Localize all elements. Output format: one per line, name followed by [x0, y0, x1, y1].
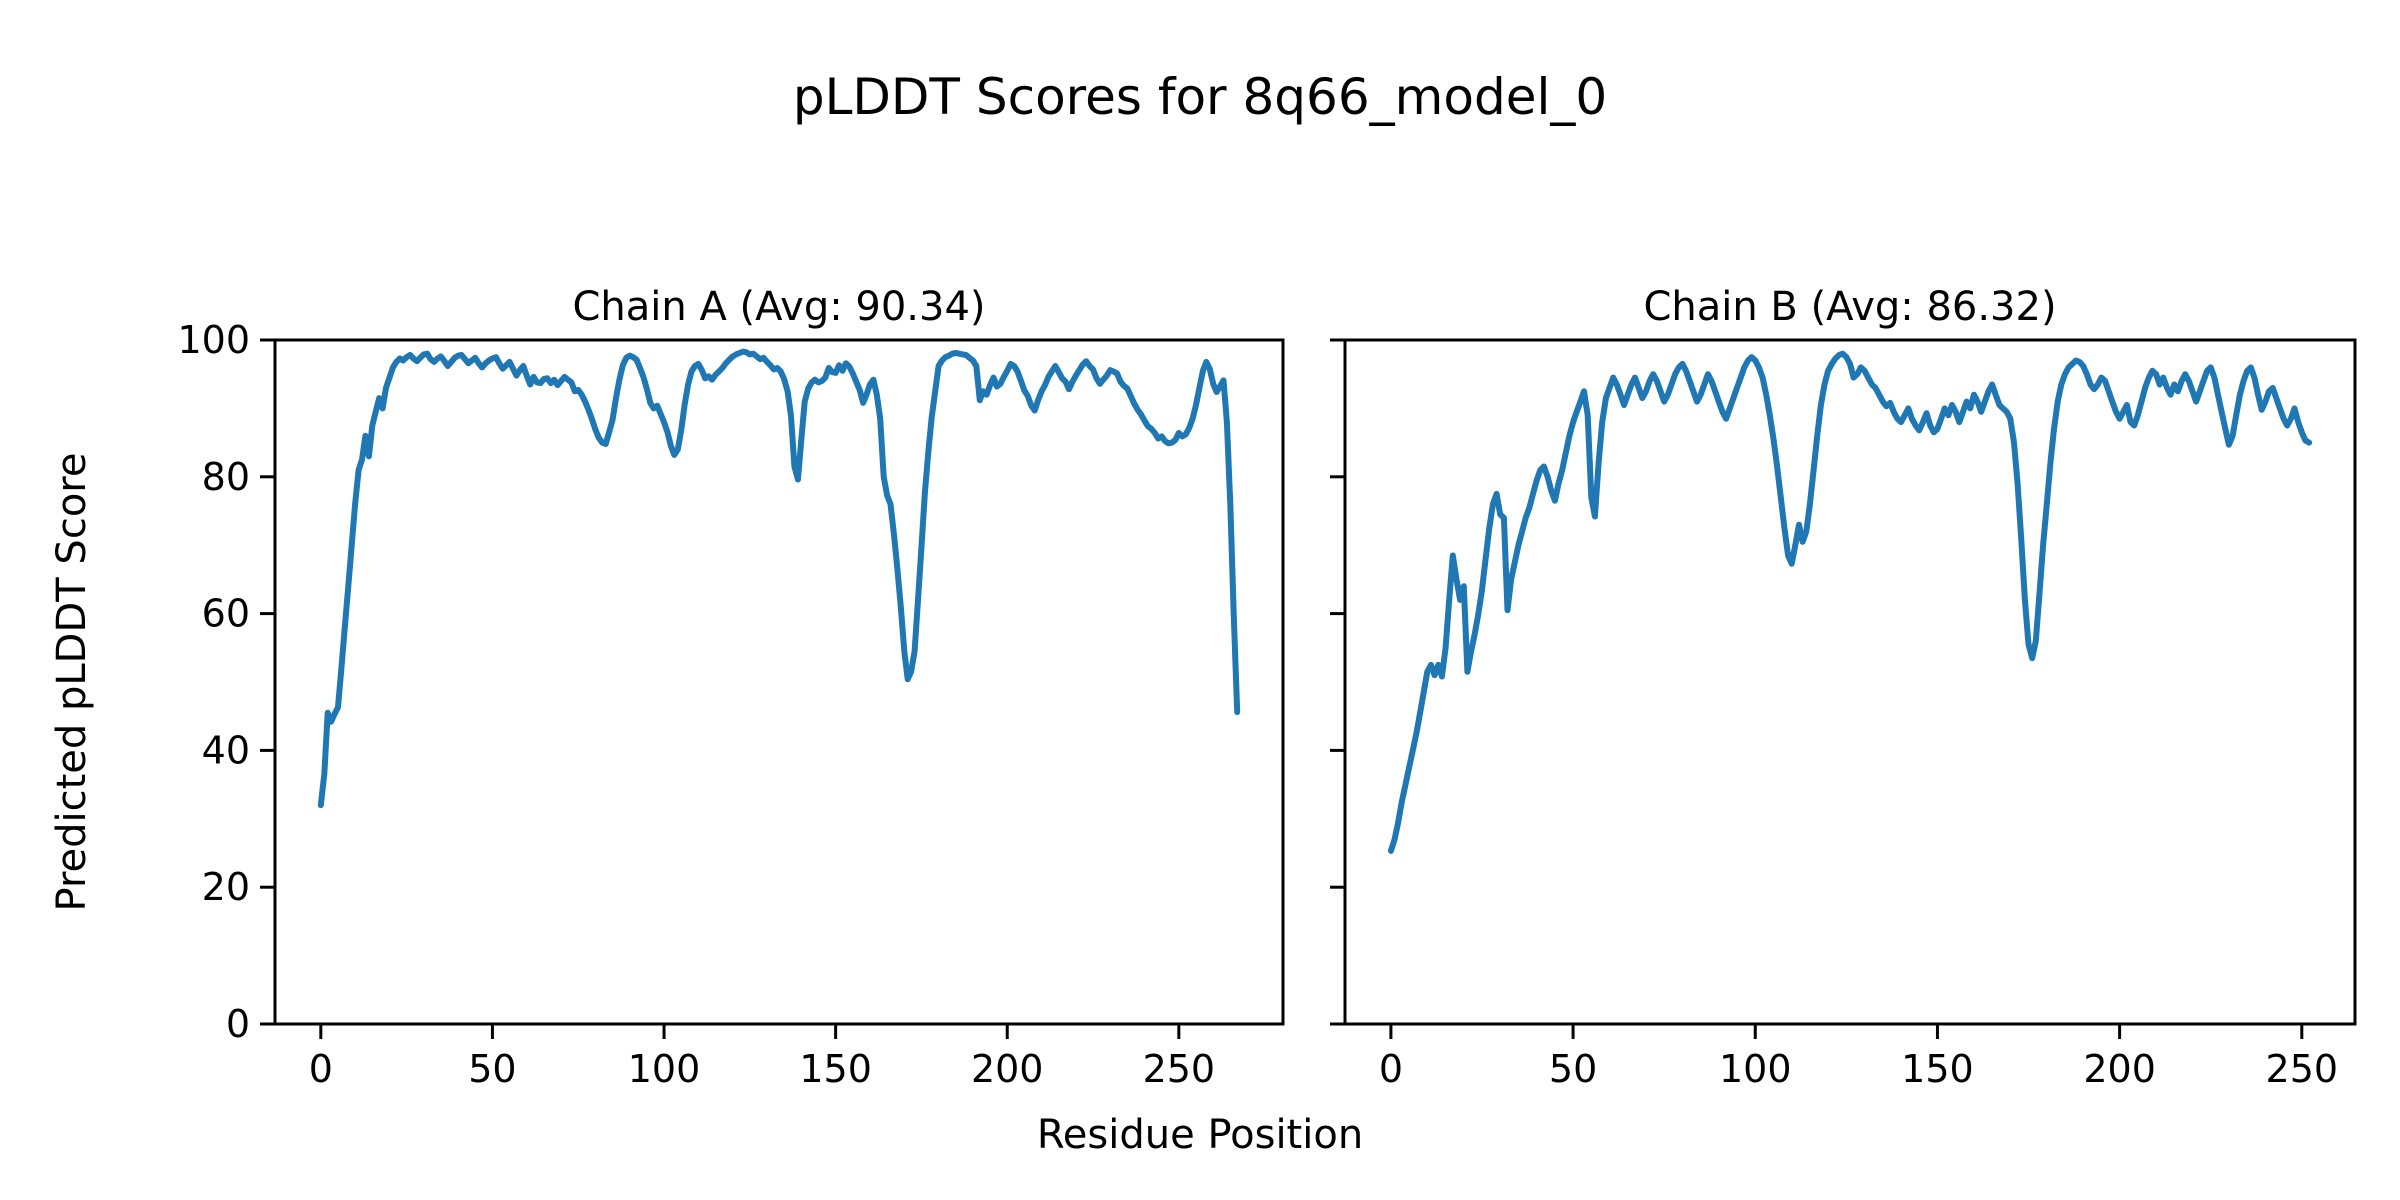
axes-frame — [273, 338, 1285, 1026]
y-tick-label: 80 — [202, 455, 250, 499]
chain-a-subplot-title: Chain A (Avg: 90.34) — [572, 284, 986, 330]
x-tick-label: 150 — [799, 1047, 872, 1091]
x-axis-label: Residue Position — [1036, 1112, 1364, 1158]
y-tick-label: 100 — [177, 318, 250, 362]
x-tick-label: 250 — [1143, 1047, 1216, 1091]
x-tick-label: 100 — [628, 1047, 701, 1091]
x-tick-label: 0 — [309, 1047, 333, 1091]
y-tick-label: 60 — [202, 592, 250, 636]
axes-frame — [1343, 338, 2357, 1026]
x-tick-label: 50 — [1549, 1047, 1597, 1091]
x-tick-label: 150 — [1901, 1047, 1974, 1091]
x-tick-label: 50 — [468, 1047, 516, 1091]
plddt-line-chain-a — [317, 348, 1241, 809]
y-tick-label: 20 — [202, 865, 250, 909]
chain-b-subplot-title: Chain B (Avg: 86.32) — [1643, 284, 2057, 330]
x-tick-label: 100 — [1719, 1047, 1792, 1091]
x-tick-label: 200 — [971, 1047, 1044, 1091]
y-tick-label: 0 — [226, 1002, 250, 1046]
subplot-chain-b: 0 50 100 150 200 250 — [1330, 338, 2357, 1091]
x-tick-label: 200 — [2083, 1047, 2156, 1091]
figure-title: pLDDT Scores for 8q66_model_0 — [792, 68, 1608, 126]
x-tick-label: 0 — [1379, 1047, 1403, 1091]
x-tick-label: 250 — [2266, 1047, 2339, 1091]
subplot-chain-a: 0 50 100 150 200 250 0 20 40 60 80 100 — [177, 318, 1285, 1091]
plddt-line-chain-b — [1387, 350, 2313, 854]
y-tick-label: 40 — [202, 728, 250, 772]
